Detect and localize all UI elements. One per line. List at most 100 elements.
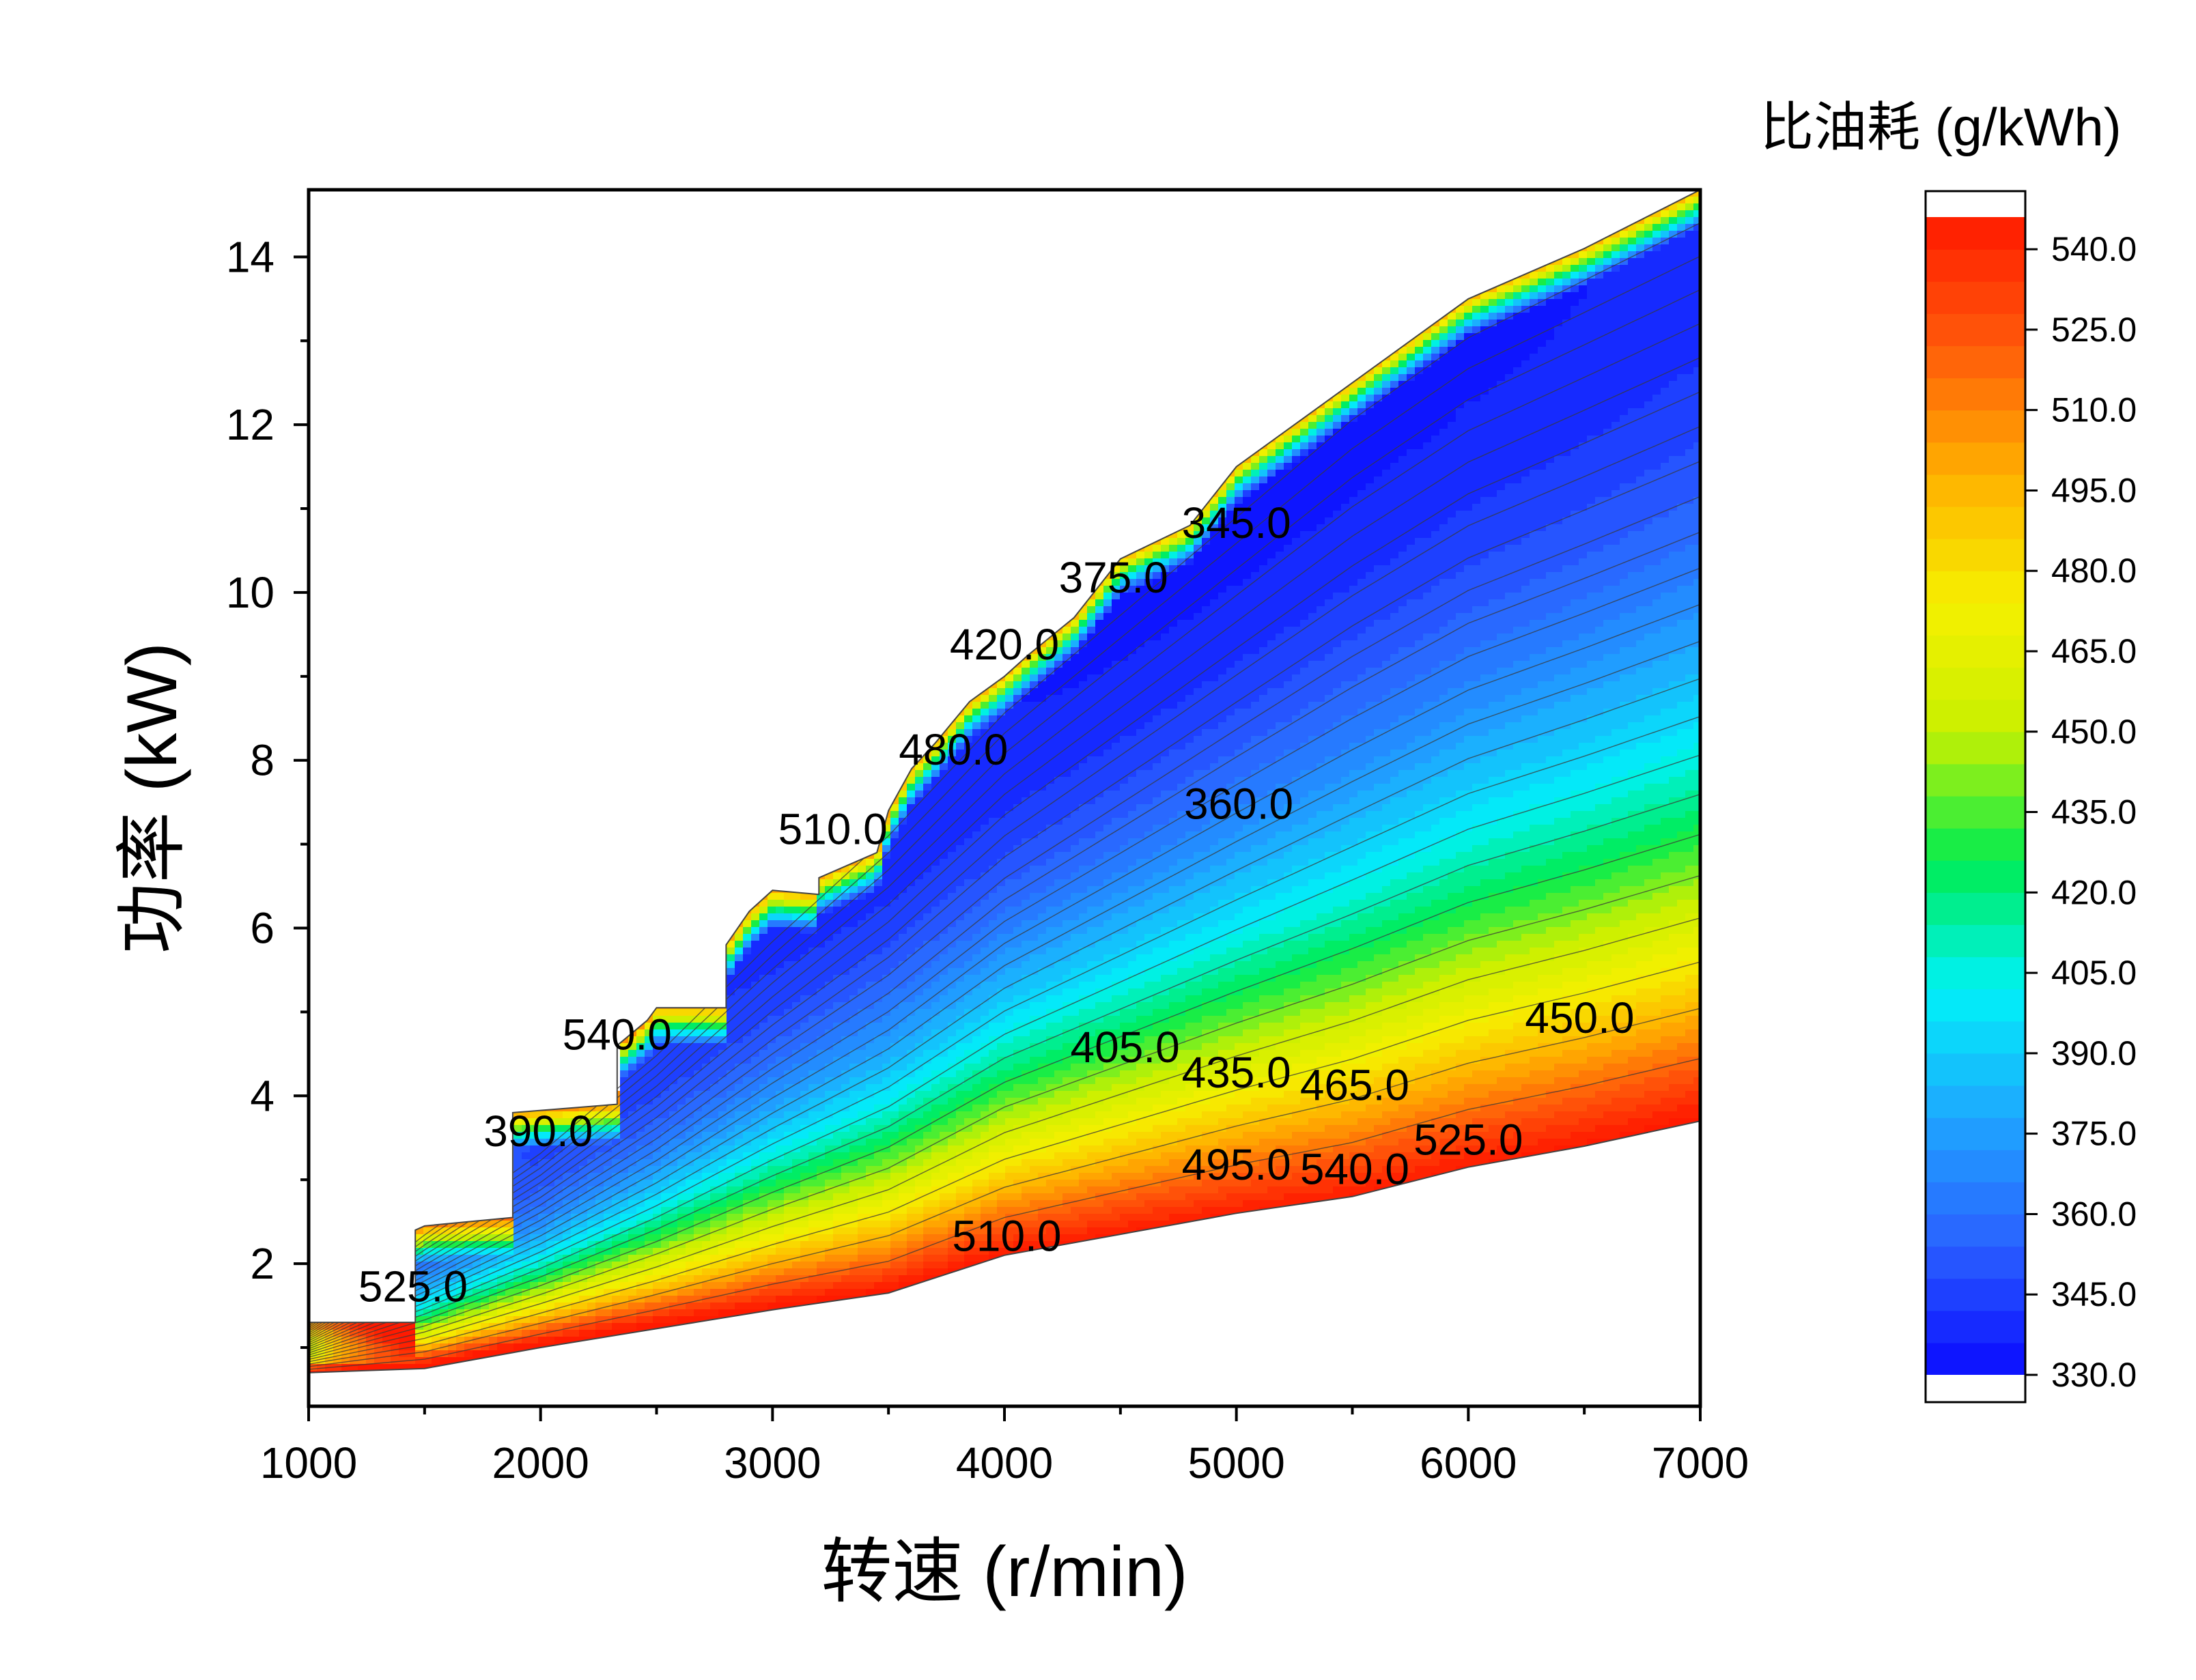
- contour-cell: [415, 1241, 424, 1249]
- contour-cell: [464, 1275, 473, 1283]
- contour-cell: [1038, 1166, 1047, 1173]
- contour-cell: [604, 1330, 613, 1337]
- contour-cell: [1022, 722, 1030, 730]
- contour-cell: [776, 920, 785, 928]
- contour-cell: [915, 831, 924, 839]
- contour-cell: [899, 1268, 907, 1276]
- contour-cell: [382, 1330, 391, 1337]
- contour-cell: [489, 1343, 498, 1351]
- contour-cell: [440, 1357, 449, 1365]
- contour-cell: [546, 1173, 555, 1180]
- contour-cell: [522, 1343, 531, 1351]
- contour-cell: [710, 1077, 719, 1085]
- contour-cell: [686, 1227, 694, 1235]
- contour-cell: [759, 1152, 768, 1160]
- contour-cell: [546, 1255, 555, 1262]
- contour-cell: [923, 1214, 932, 1221]
- contour-cell: [735, 941, 744, 948]
- contour-cell: [931, 1159, 940, 1167]
- contour-cell: [923, 1207, 932, 1214]
- contour-cell: [702, 1166, 711, 1173]
- contour-cell: [448, 1330, 457, 1337]
- contour-cell: [612, 1227, 621, 1235]
- contour-cell: [653, 1323, 662, 1330]
- contour-cell: [645, 1036, 653, 1044]
- contour-cell: [1087, 743, 1096, 750]
- contour-cell: [1022, 907, 1030, 914]
- contour-cell: [653, 1057, 662, 1064]
- contour-cell: [849, 1077, 858, 1085]
- contour-cell: [727, 1255, 735, 1262]
- contour-cell: [423, 1350, 432, 1358]
- contour-cell: [554, 1159, 563, 1167]
- contour-cell: [595, 1221, 604, 1228]
- contour-cell: [735, 1098, 744, 1105]
- contour-cell: [448, 1262, 457, 1269]
- contour-cell: [817, 1070, 826, 1078]
- contour-cell: [710, 1268, 719, 1276]
- contour-cell: [374, 1357, 383, 1365]
- contour-cell: [1062, 961, 1071, 969]
- contour-cell: [989, 1118, 998, 1126]
- contour-cell: [907, 1091, 916, 1098]
- contour-cell: [972, 920, 981, 928]
- contour-cell: [858, 1029, 867, 1037]
- contour-cell: [604, 1275, 613, 1283]
- contour-cell: [735, 1214, 744, 1221]
- contour-cell: [784, 954, 793, 962]
- contour-cell: [1054, 743, 1063, 750]
- contour-cell: [620, 1248, 629, 1255]
- contour-cell: [972, 1221, 981, 1228]
- contour-cell: [931, 886, 940, 894]
- contour-cell: [964, 709, 973, 716]
- contour-cell: [710, 1186, 719, 1194]
- contour-cell: [1062, 688, 1071, 696]
- contour-cell: [620, 1207, 629, 1214]
- contour-cell: [940, 825, 948, 832]
- contour-cell: [1005, 1173, 1014, 1180]
- contour-cell: [1013, 1159, 1022, 1167]
- contour-cell: [940, 893, 948, 900]
- contour-cell: [628, 1316, 637, 1324]
- contour-cell: [1022, 1159, 1030, 1167]
- contour-cell: [571, 1118, 580, 1126]
- contour-cell: [645, 1159, 653, 1167]
- contour-cell: [915, 879, 924, 887]
- contour-cell: [751, 1234, 760, 1242]
- contour-cell: [1013, 1016, 1022, 1023]
- contour-cell: [825, 1016, 834, 1023]
- contour-cell: [546, 1248, 555, 1255]
- contour-cell: [1046, 1023, 1055, 1030]
- contour-cell: [768, 1145, 776, 1153]
- contour-cell: [825, 1268, 834, 1276]
- contour-cell: [702, 1077, 711, 1085]
- contour-cell: [497, 1227, 506, 1235]
- contour-cell: [997, 1002, 1006, 1010]
- contour-cell: [768, 1139, 776, 1146]
- contour-cell: [702, 1152, 711, 1160]
- contour-cell: [940, 859, 948, 866]
- contour-cell: [1022, 1241, 1030, 1249]
- contour-cell: [948, 797, 957, 805]
- contour-cell: [923, 1118, 932, 1126]
- contour-cell: [333, 1330, 342, 1337]
- contour-cell: [899, 1098, 907, 1105]
- contour-cell: [604, 1234, 613, 1242]
- contour-cell: [1062, 975, 1071, 982]
- contour-cell: [849, 1173, 858, 1180]
- contour-cell: [1030, 838, 1039, 846]
- contour-cell: [849, 1221, 858, 1228]
- contour-cell: [997, 1200, 1006, 1208]
- contour-cell: [751, 1173, 760, 1180]
- contour-cell: [636, 1139, 645, 1146]
- contour-cell: [849, 1268, 858, 1276]
- contour-cell: [931, 750, 940, 757]
- contour-cell: [981, 845, 989, 853]
- contour-cell: [1022, 1064, 1030, 1071]
- contour-cell: [792, 1132, 801, 1139]
- contour-cell: [1062, 872, 1071, 880]
- contour-cell: [661, 1262, 670, 1269]
- contour-cell: [751, 1255, 760, 1262]
- contour-cell: [858, 920, 867, 928]
- contour-cell: [858, 1262, 867, 1269]
